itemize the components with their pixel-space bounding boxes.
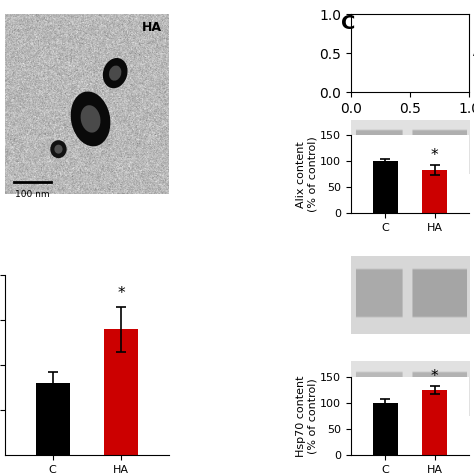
Text: *: * bbox=[117, 286, 125, 301]
Text: C: C bbox=[341, 14, 356, 33]
Text: HA: HA bbox=[141, 21, 162, 34]
Text: *: * bbox=[431, 148, 438, 163]
Ellipse shape bbox=[109, 65, 121, 81]
Text: Hsp70: Hsp70 bbox=[473, 290, 474, 300]
Ellipse shape bbox=[71, 91, 110, 146]
Ellipse shape bbox=[103, 58, 128, 88]
Bar bbox=[104, 329, 138, 455]
Ellipse shape bbox=[55, 145, 63, 154]
Y-axis label: Alix content
(% of control): Alix content (% of control) bbox=[296, 137, 317, 212]
Text: *: * bbox=[431, 369, 438, 384]
Text: 100 nm: 100 nm bbox=[15, 190, 50, 199]
Bar bbox=[36, 383, 70, 455]
Bar bbox=[422, 170, 447, 213]
Text: Alix: Alix bbox=[473, 48, 474, 58]
Bar bbox=[373, 161, 398, 213]
Ellipse shape bbox=[81, 105, 100, 133]
Y-axis label: Hsp70 content
(% of control): Hsp70 content (% of control) bbox=[296, 375, 317, 457]
Ellipse shape bbox=[50, 140, 67, 158]
Bar bbox=[373, 403, 398, 455]
Bar bbox=[422, 390, 447, 455]
